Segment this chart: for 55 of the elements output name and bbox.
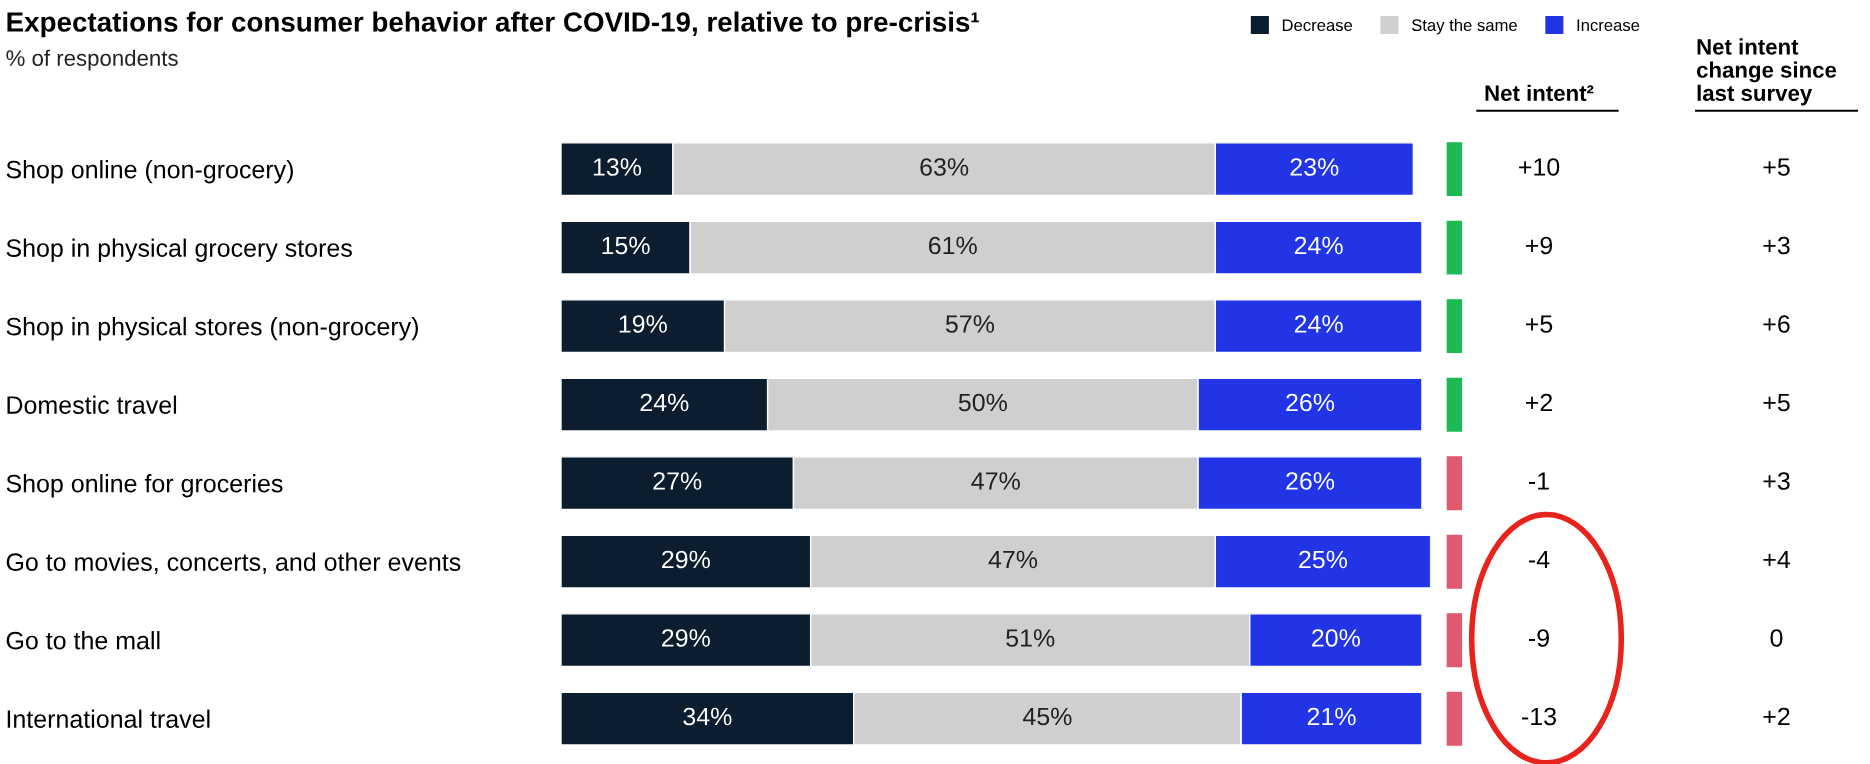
text: +5 [1763,158,1790,176]
data-label: 50% [958,393,1007,412]
data-label: 47% [971,472,1020,490]
data-label: 34% [683,707,732,726]
legend-label: Increase [1577,19,1640,32]
data-label: 24% [640,393,689,412]
data-label: 21% [1307,707,1356,726]
text: +2 [1763,707,1790,726]
text: -9 [1529,629,1549,647]
text: Net intent change since last survey [1696,38,1837,106]
data-label: 23% [1290,158,1339,176]
text: % of respondents [6,49,178,71]
data-label: 61% [928,236,977,255]
y-tick-label: Shop online for groceries [6,474,283,498]
data-label: 20% [1312,629,1360,647]
y-tick-label: Go to the mall [6,631,160,650]
text: +5 [1763,393,1790,412]
data-label: 13% [593,158,642,176]
data-label: 25% [1299,550,1348,569]
data-label: 29% [662,550,710,569]
text: +6 [1763,315,1790,333]
y-tick-label: International travel [7,709,210,728]
legend-label: Decrease [1282,19,1353,32]
legend-label: Stay the same [1411,18,1517,35]
data-label: 57% [945,315,995,333]
y-tick-label: Go to movies, concerts, and other events [6,552,461,574]
text: -1 [1529,472,1549,490]
y-tick-label: Shop online (non-grocery) [6,160,293,184]
text: +4 [1763,550,1791,569]
data-label: 15% [602,236,650,255]
y-tick-label: Shop in physical grocery stores [6,238,352,262]
text: 0 [1770,629,1783,647]
data-label: 26% [1286,393,1335,412]
data-label: 45% [1022,707,1072,726]
y-tick-label: Shop in physical stores (non-grocery) [6,317,418,341]
text: +9 [1525,236,1553,255]
text: +10 [1519,158,1560,176]
data-label: 27% [653,472,702,490]
data-label: 63% [920,158,969,176]
data-label: 26% [1286,472,1335,490]
text: +3 [1763,472,1790,490]
text: -4 [1529,550,1550,569]
data-label: 29% [662,629,710,647]
text: +2 [1525,393,1553,412]
text: Net intent² [1485,84,1594,102]
data-label: 24% [1294,236,1343,255]
text: +5 [1525,315,1553,333]
chart-title: Expectations for consumer behavior after COVID-19, relative to pre-crisis¹ [7,11,979,38]
text: +3 [1763,236,1790,255]
data-label: 47% [988,550,1038,569]
text: -13 [1522,707,1556,726]
data-label: 24% [1294,315,1343,333]
data-label: 19% [619,315,667,333]
data-label: 51% [1006,629,1055,647]
y-tick-label: Domestic travel [7,395,177,414]
